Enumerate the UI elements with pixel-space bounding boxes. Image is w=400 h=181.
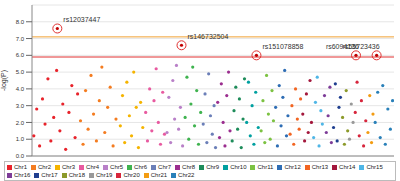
- svg-text:rs146732504: rs146732504: [188, 33, 229, 40]
- svg-text:1.0: 1.0: [16, 136, 25, 142]
- svg-text:3.0: 3.0: [16, 103, 25, 109]
- html-text:Chr5: Chr5: [110, 164, 124, 170]
- svg-text:7.0: 7.0: [16, 36, 25, 42]
- svg-text:rs151078858: rs151078858: [262, 43, 303, 50]
- html-text:Chr17: Chr17: [41, 172, 58, 178]
- svg-text:rs55723436: rs55723436: [343, 43, 380, 50]
- html-text:Chr10: Chr10: [230, 164, 247, 170]
- svg-text:-log(P): -log(P): [8, 70, 9, 91]
- html-text:Chr1: Chr1: [14, 164, 27, 170]
- html-text:Chr8: Chr8: [182, 164, 196, 170]
- html-text:Chr12: Chr12: [284, 164, 301, 170]
- svg-text:5.0: 5.0: [16, 69, 25, 75]
- html-text:Chr7: Chr7: [158, 164, 172, 170]
- svg-text:rs12037447: rs12037447: [63, 16, 100, 23]
- html-text:Chr13: Chr13: [311, 164, 329, 170]
- html-text:Chr22: Chr22: [178, 172, 195, 178]
- html-text:Chr20: Chr20: [123, 172, 140, 178]
- html-text:Chr19: Chr19: [96, 172, 113, 178]
- html-text:Chr21: Chr21: [150, 172, 168, 178]
- html-text:Chr11: Chr11: [257, 164, 274, 170]
- svg-text:0.0: 0.0: [16, 153, 25, 159]
- svg-text:6.0: 6.0: [16, 52, 25, 58]
- html-text:Chr4: Chr4: [86, 164, 100, 170]
- html-text:Chr6: Chr6: [134, 164, 148, 170]
- html-text:Chr9: Chr9: [206, 164, 220, 170]
- html-text:Chr2: Chr2: [38, 164, 51, 170]
- html-text:Chr3: Chr3: [62, 164, 75, 170]
- html-text:Chr16: Chr16: [14, 172, 31, 178]
- html-text:Chr15: Chr15: [366, 164, 383, 170]
- html-text:Chr18: Chr18: [68, 172, 85, 178]
- svg-text:8.0: 8.0: [16, 19, 25, 25]
- svg-text:2.0: 2.0: [16, 120, 25, 126]
- html-text:Chr14: Chr14: [339, 164, 356, 170]
- svg-text:4.0: 4.0: [16, 86, 25, 92]
